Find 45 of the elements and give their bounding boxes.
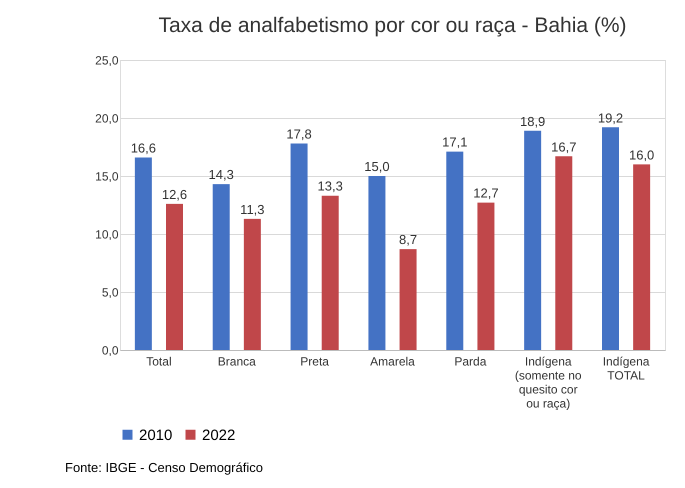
legend-label: 2010 (139, 426, 172, 444)
bar (290, 144, 308, 350)
bar (368, 176, 386, 350)
data-label: 15,0 (364, 159, 390, 174)
x-tick-label: Branca (218, 354, 256, 368)
x-tick-label: Indígena (somente no quesito cor ou raça) (514, 354, 582, 410)
data-label: 17,1 (442, 134, 468, 150)
x-tick-label: Total (146, 354, 172, 368)
bar (322, 196, 339, 350)
y-tick-label: 25,0 (95, 54, 119, 68)
data-label: 16,0 (628, 147, 654, 162)
y-tick-label: 0,0 (102, 344, 119, 358)
x-tick-label: Amarela (370, 354, 416, 368)
bar (166, 204, 183, 350)
x-tick-label: Preta (300, 354, 330, 368)
y-tick-label: 20,0 (95, 112, 119, 126)
bar (524, 130, 542, 350)
bar (602, 127, 619, 350)
data-label: 13,3 (318, 178, 343, 194)
data-label: 18,9 (520, 114, 546, 129)
data-label: 17,8 (286, 126, 312, 142)
y-tick-label: 5,0 (102, 286, 119, 300)
data-label: 12,7 (473, 186, 499, 201)
bar (446, 152, 464, 350)
bar (400, 249, 417, 350)
source-note: Fonte: IBGE - Censo Demográfico (65, 460, 263, 475)
bar (244, 218, 261, 350)
data-label: 12,6 (162, 186, 188, 202)
data-label: 16,7 (551, 139, 576, 154)
data-label: 8,7 (399, 232, 418, 248)
bar (555, 156, 572, 350)
y-tick-label: 15,0 (95, 170, 119, 184)
data-label: 14,3 (208, 167, 234, 182)
bar (212, 184, 230, 350)
data-label: 11,3 (240, 202, 265, 217)
bar (134, 157, 152, 350)
bar (633, 164, 650, 350)
chart-title: Taxa de analfabetismo por cor ou raça - Bahia (%) (158, 14, 627, 37)
data-label: 16,6 (130, 140, 156, 156)
y-tick-label: 10,0 (95, 228, 119, 242)
x-tick-label: Indígena TOTAL (602, 354, 650, 382)
data-label: 19,2 (598, 110, 624, 126)
x-tick-label: Parda (454, 354, 487, 368)
bar (477, 202, 494, 350)
legend-label: 2022 (202, 426, 236, 444)
